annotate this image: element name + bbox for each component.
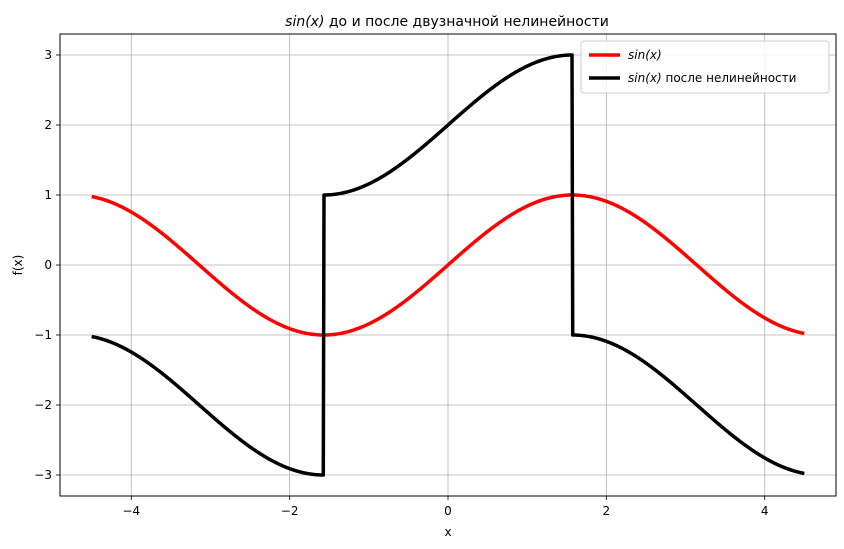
x-tick-label: −2: [281, 504, 299, 518]
x-tick-label: 4: [761, 504, 769, 518]
legend-label: sin(x) после нелинейности: [628, 71, 796, 85]
x-tick-label: −4: [122, 504, 140, 518]
y-tick-label: −3: [34, 468, 52, 482]
x-ticks: −4 −2 0 2 4: [122, 496, 769, 518]
x-tick-label: 0: [444, 504, 452, 518]
y-ticks: −3 −2 −1 0 1 2 3: [34, 48, 60, 482]
legend: sin(x) sin(x) после нелинейности: [580, 40, 830, 94]
series-layer: [90, 53, 806, 477]
chart-title: sin(x) до и после двузначной нелинейност…: [285, 14, 609, 30]
series-line-2: [90, 53, 806, 477]
y-tick-label: −2: [34, 398, 52, 412]
x-tick-label: 2: [603, 504, 611, 518]
y-tick-label: 1: [44, 188, 52, 202]
y-axis-label: f(x): [11, 255, 25, 276]
y-tick-label: 2: [44, 118, 52, 132]
series-line-1: [90, 193, 806, 337]
y-tick-label: 3: [44, 48, 52, 62]
legend-label: sin(x): [628, 48, 662, 62]
legend-box: [580, 40, 830, 94]
y-tick-label: 0: [44, 258, 52, 272]
x-axis-label: x: [444, 525, 451, 539]
y-tick-label: −1: [34, 328, 52, 342]
